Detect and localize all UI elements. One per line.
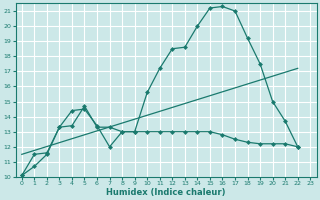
X-axis label: Humidex (Indice chaleur): Humidex (Indice chaleur) — [106, 188, 226, 197]
